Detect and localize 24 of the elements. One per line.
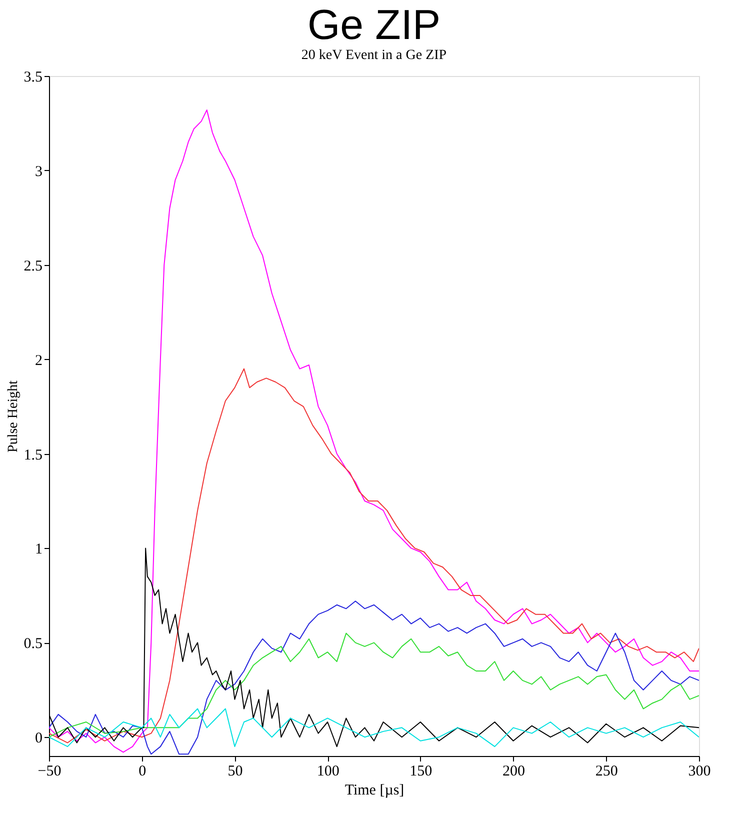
y-tick-label: 0.5 xyxy=(24,636,42,652)
line-series xyxy=(49,368,699,744)
line-series xyxy=(49,110,699,753)
chart-subtitle: 20 keV Event in a Ge ZIP xyxy=(301,48,447,63)
y-tick-label: 3.5 xyxy=(24,70,42,86)
y-tick-label: 1 xyxy=(35,542,42,558)
x-tick-label: 300 xyxy=(688,764,711,780)
y-tick-label: 1.5 xyxy=(24,447,42,464)
x-tick-label: 150 xyxy=(410,764,432,780)
x-axis-title: Time [µs] xyxy=(344,782,404,798)
line-series xyxy=(49,632,699,738)
line-series xyxy=(49,708,699,748)
x-tick-label: 50 xyxy=(228,764,243,780)
x-tick-label: 100 xyxy=(316,764,340,780)
y-tick-label: 0 xyxy=(35,730,42,747)
chart-title: Ge ZIP xyxy=(307,1,441,48)
x-tick-label: 200 xyxy=(502,764,526,780)
y-axis-title: Pulse Height xyxy=(6,380,21,452)
y-tick-label: 3 xyxy=(35,164,42,180)
x-tick-label: 250 xyxy=(595,764,618,780)
x-tick-label: −50 xyxy=(38,764,62,780)
y-tick-label: 2.5 xyxy=(24,258,42,274)
y-tick-label: 2 xyxy=(35,352,42,369)
x-tick-label: 0 xyxy=(138,764,146,780)
